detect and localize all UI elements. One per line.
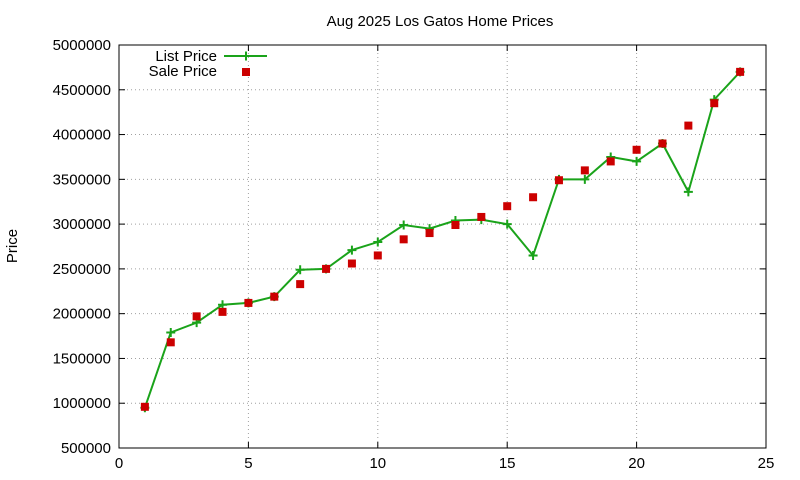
x-tick-label: 15 xyxy=(499,455,516,472)
list-price-line xyxy=(143,71,741,409)
x-axis: 0 5 10 15 20 25 xyxy=(115,45,775,472)
sale-price-point xyxy=(399,235,408,244)
list-price-point xyxy=(347,245,357,255)
chart-title: Aug 2025 Los Gatos Home Prices xyxy=(327,13,554,30)
list-price-point xyxy=(528,250,538,260)
y-tick-label: 1000000 xyxy=(53,395,111,412)
sale-price-point xyxy=(710,99,719,108)
y-tick-label: 2000000 xyxy=(53,306,111,323)
list-price-point xyxy=(373,237,383,247)
sale-price-point xyxy=(554,176,563,185)
x-tick-label: 10 xyxy=(369,455,386,472)
legend-label-list-price: List Price xyxy=(155,48,217,65)
legend-marker-list-price xyxy=(241,51,251,61)
sale-price-point xyxy=(347,259,356,268)
y-axis-label: Price xyxy=(4,229,21,263)
sale-price-point xyxy=(580,166,589,175)
sale-price-point xyxy=(606,157,615,166)
y-tick-label: 1500000 xyxy=(53,350,111,367)
list-price-point xyxy=(295,265,305,275)
y-axis: 500000 1000000 1500000 2000000 2500000 300000… xyxy=(53,37,766,457)
sale-price-point xyxy=(503,202,512,211)
sale-price-point xyxy=(244,298,253,307)
list-price-point xyxy=(580,174,590,184)
legend-label-sale-price: Sale Price xyxy=(149,63,217,80)
x-tick-label: 20 xyxy=(628,455,645,472)
sale-price-point xyxy=(218,307,227,316)
x-tick-label: 0 xyxy=(115,455,123,472)
x-tick-label: 25 xyxy=(758,455,775,472)
sale-price-point xyxy=(373,251,382,260)
list-price-point xyxy=(502,219,512,229)
sale-price-point xyxy=(451,221,460,230)
sale-price-point xyxy=(684,121,693,130)
y-tick-label: 5000000 xyxy=(53,37,111,54)
plot-frame xyxy=(118,44,767,449)
sale-price-point xyxy=(632,145,641,154)
x-tick-label: 5 xyxy=(244,455,252,472)
list-price-point xyxy=(399,220,409,230)
sale-price-point xyxy=(270,292,279,301)
y-tick-label: 3500000 xyxy=(53,171,111,188)
list-price-point xyxy=(632,156,642,166)
list-price-point xyxy=(166,327,176,337)
y-tick-label: 2500000 xyxy=(53,261,111,278)
sale-price-point xyxy=(140,402,149,411)
sale-price-point xyxy=(529,193,538,202)
list-price-point xyxy=(683,187,693,197)
sale-price-point xyxy=(166,338,175,347)
y-tick-label: 4000000 xyxy=(53,127,111,144)
sale-price-point xyxy=(425,229,434,238)
sale-price-point xyxy=(736,67,745,76)
sale-price-point xyxy=(658,139,667,148)
sale-price-point xyxy=(192,312,201,321)
sale-price-point xyxy=(477,212,486,221)
series-layer xyxy=(140,67,745,413)
legend-marker-sale-price xyxy=(242,68,250,76)
sale-price-point xyxy=(322,264,331,273)
y-tick-label: 500000 xyxy=(61,440,111,457)
y-tick-label: 3000000 xyxy=(53,216,111,233)
y-tick-label: 4500000 xyxy=(53,82,111,99)
sale-price-point xyxy=(296,280,305,289)
list-price-point xyxy=(218,300,228,310)
gridlines xyxy=(119,45,766,448)
